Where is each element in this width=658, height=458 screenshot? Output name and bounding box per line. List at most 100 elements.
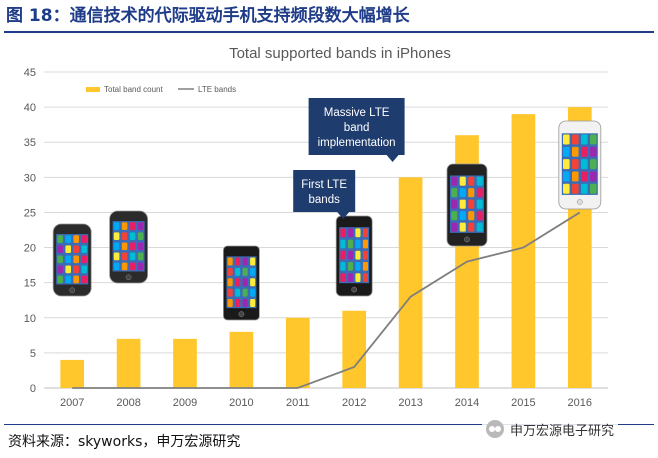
bar-2012 (342, 310, 367, 388)
y-tick-label: 20 (24, 243, 36, 255)
app-icon (65, 275, 71, 284)
app-icon (113, 252, 120, 261)
app-icon (476, 176, 483, 186)
x-tick-label: 2016 (568, 397, 592, 409)
legend-label-bar: Total band count (104, 85, 163, 94)
app-icon (227, 267, 233, 276)
app-icon (57, 255, 63, 264)
home-button (576, 199, 583, 205)
watermark-text: 申万宏源电子研究 (510, 423, 615, 439)
app-icon (362, 273, 368, 282)
app-icon (113, 262, 120, 271)
app-icon (347, 262, 353, 271)
app-icon (590, 146, 597, 157)
wechat-icon (486, 420, 504, 438)
app-icon (362, 239, 368, 249)
app-icon (340, 228, 346, 238)
y-tick-label: 25 (24, 207, 36, 219)
phone-2007 (52, 223, 92, 297)
callout-box (308, 98, 405, 155)
y-tick-label: 35 (24, 137, 36, 149)
callout-pointer (386, 155, 399, 162)
app-icon (459, 211, 466, 221)
x-tick-label: 2013 (398, 397, 422, 409)
app-icon (235, 267, 241, 276)
app-icon (451, 188, 458, 198)
app-icon (113, 242, 120, 251)
app-icon (73, 245, 79, 254)
app-icon (235, 257, 241, 266)
app-icon (113, 222, 120, 230)
bar-2013 (398, 177, 423, 388)
y-tick-label: 40 (24, 102, 36, 114)
app-icon (250, 299, 256, 307)
app-icon (81, 275, 87, 284)
app-icon (73, 255, 79, 264)
callout-line: bands (309, 194, 341, 206)
app-icon (137, 242, 144, 251)
app-icon (581, 159, 588, 170)
app-icon (129, 252, 136, 261)
app-icon (235, 299, 241, 307)
x-tick-label: 2015 (511, 397, 535, 409)
app-icon (451, 176, 458, 186)
y-tick-label: 15 (24, 278, 36, 290)
app-icon (581, 171, 588, 182)
app-icon (250, 257, 256, 266)
app-icon (563, 183, 570, 194)
app-icon (459, 176, 466, 186)
app-icon (451, 211, 458, 221)
chart-background (0, 36, 658, 420)
phone-images (52, 120, 602, 321)
app-icon (572, 159, 579, 170)
app-icon (121, 252, 128, 261)
app-icon (590, 134, 597, 145)
app-icon (340, 262, 346, 271)
app-icon (242, 299, 248, 307)
app-icon (137, 232, 144, 241)
app-icon (65, 255, 71, 264)
bar-2008 (116, 338, 141, 388)
app-icon (468, 188, 475, 198)
app-icon (451, 199, 458, 209)
app-icon (65, 235, 71, 243)
app-icon (362, 262, 368, 271)
app-icon (572, 183, 579, 194)
app-icon (340, 239, 346, 249)
app-icon (476, 199, 483, 209)
app-icon (242, 288, 248, 297)
app-icon (73, 265, 79, 274)
app-icon (250, 267, 256, 276)
bar-2011 (285, 317, 310, 388)
app-icon (476, 222, 483, 232)
home-button (125, 274, 132, 281)
x-tick-label: 2010 (229, 397, 253, 409)
bar-2015 (511, 114, 536, 388)
chart-title: Total supported bands in iPhones (229, 45, 451, 62)
app-icon (242, 257, 248, 266)
app-icon (73, 235, 79, 243)
app-icon (362, 228, 368, 238)
bar-2007 (60, 359, 85, 388)
app-icon (121, 232, 128, 241)
app-icon (340, 250, 346, 260)
app-icon (451, 222, 458, 232)
app-icon (57, 245, 63, 254)
app-icon (563, 171, 570, 182)
phone-2008 (109, 210, 148, 284)
app-icon (590, 159, 597, 170)
phone-2014 (446, 163, 488, 247)
app-icon (81, 235, 87, 243)
home-button (464, 236, 470, 243)
callout-line: Massive LTE (324, 107, 390, 119)
app-icon (235, 288, 241, 297)
app-icon (468, 176, 475, 186)
app-icon (581, 146, 588, 157)
app-icon (563, 146, 570, 157)
app-icon (250, 278, 256, 287)
y-tick-label: 10 (24, 313, 36, 325)
phone-2010 (222, 245, 260, 321)
app-icon (476, 188, 483, 198)
app-icon (572, 134, 579, 145)
title-rule (4, 31, 654, 33)
